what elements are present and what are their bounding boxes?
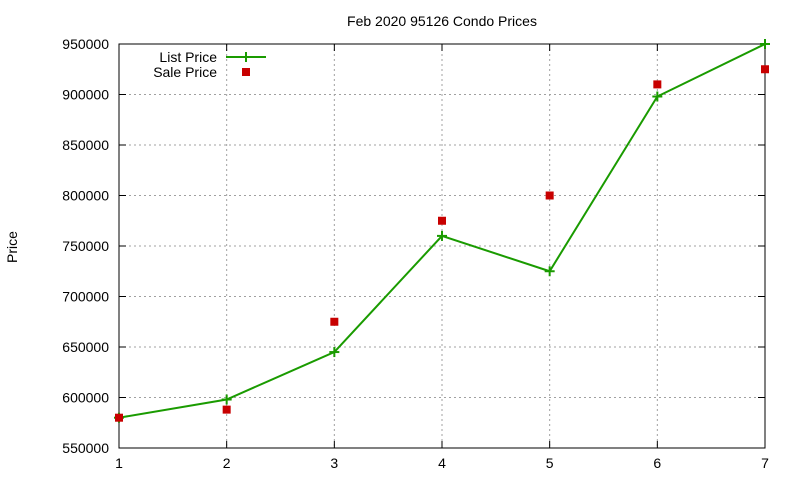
axis-ticks: 1 2 3 4 5 6 7 550000 600000 650000 700000 750000 800…	[62, 36, 769, 471]
x-tick-label: 6	[653, 455, 661, 471]
x-tick-label: 5	[546, 455, 554, 471]
sale-price-point	[222, 405, 231, 414]
y-tick-label: 600000	[62, 390, 109, 406]
x-tick-label: 7	[761, 455, 769, 471]
y-tick-label: 550000	[62, 440, 109, 456]
legend-item-list-price: List Price	[159, 49, 266, 65]
sale-price-point	[438, 216, 446, 225]
y-tick-label: 900000	[62, 87, 109, 103]
legend-label: Sale Price	[153, 64, 217, 80]
x-tick-label: 4	[438, 455, 446, 471]
list-price-point	[652, 91, 663, 102]
sale-price-point	[115, 413, 123, 422]
list-price-point	[760, 39, 770, 49]
y-tick-label: 800000	[62, 188, 109, 204]
chart-title: Feb 2020 95126 Condo Prices	[347, 13, 537, 29]
sale-price-point	[653, 80, 662, 89]
y-tick-label: 950000	[62, 36, 109, 52]
sale-price-point	[545, 191, 554, 200]
y-tick-label: 700000	[62, 289, 109, 305]
sale-price-point	[761, 65, 769, 74]
series-sale-price	[115, 65, 769, 422]
y-tick-label: 650000	[62, 339, 109, 355]
series	[114, 39, 770, 423]
y-tick-label: 750000	[62, 238, 109, 254]
list-price-point	[437, 230, 447, 241]
legend-square-swatch	[242, 68, 250, 76]
x-tick-label: 3	[330, 455, 338, 471]
list-price-point	[329, 347, 340, 358]
sale-price-point	[330, 317, 339, 326]
grid	[119, 44, 765, 448]
x-tick-label: 2	[223, 455, 231, 471]
list-price-point	[221, 394, 232, 405]
y-axis-label: Price	[4, 231, 20, 263]
y-tick-label: 850000	[62, 137, 109, 153]
x-tick-label: 1	[115, 455, 123, 471]
list-price-point	[544, 266, 555, 277]
legend-label: List Price	[159, 49, 217, 65]
legend-item-sale-price: Sale Price	[153, 64, 250, 80]
